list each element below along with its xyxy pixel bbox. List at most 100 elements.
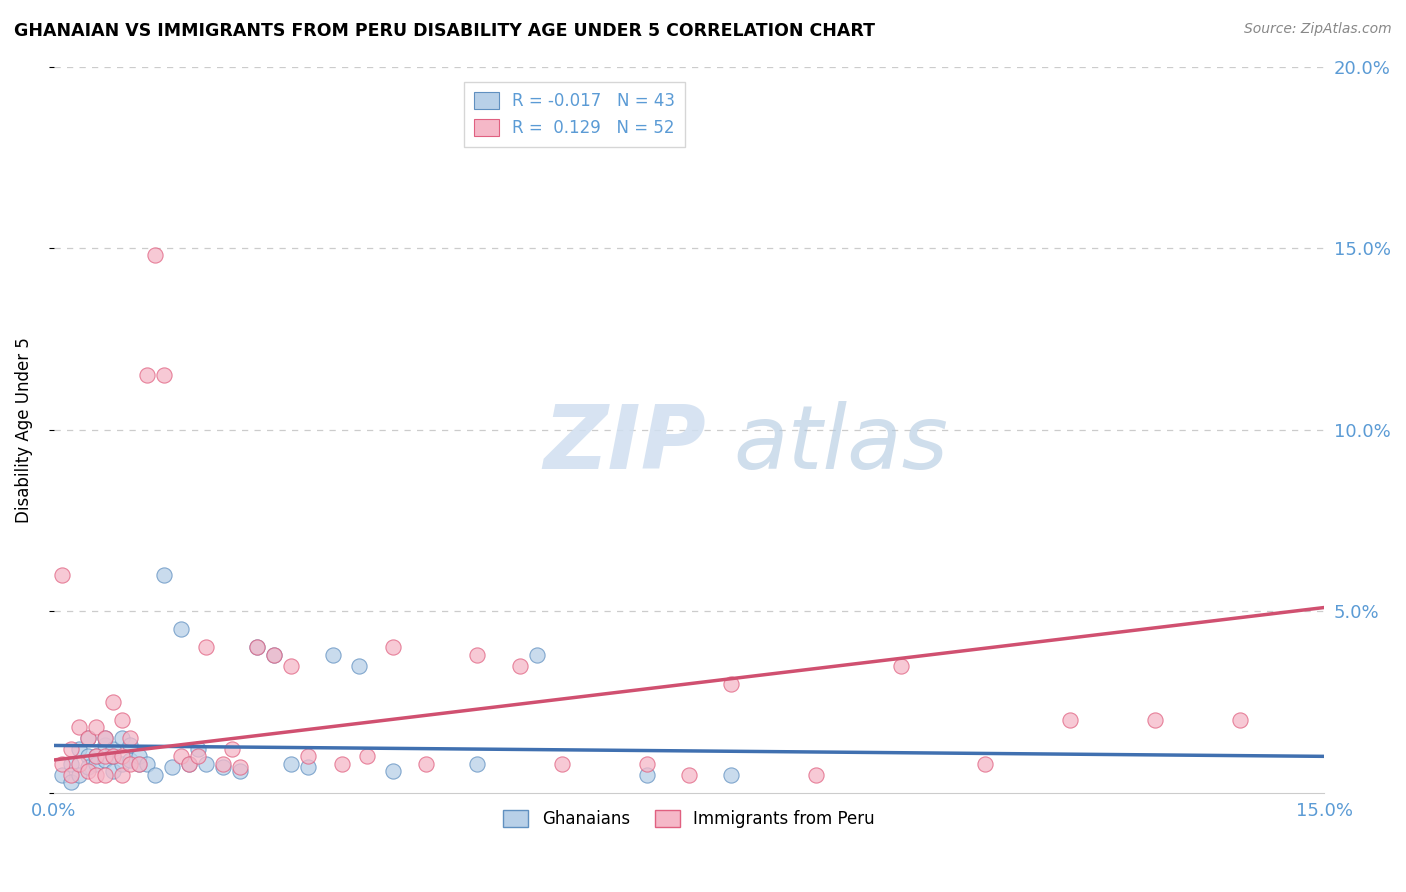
Point (356, 749, 378, 764)
Point (93, 731, 115, 746)
Point (1143, 713, 1166, 727)
Point (110, 731, 132, 746)
Legend: Ghanaians, Immigrants from Peru: Ghanaians, Immigrants from Peru (496, 804, 882, 835)
Point (229, 760, 252, 774)
Point (76, 760, 98, 774)
Point (76, 749, 98, 764)
Point (136, 368, 159, 383)
Point (120, 753, 142, 767)
Point (51, 756, 73, 771)
Point (246, 640, 269, 655)
Point (120, 731, 142, 746)
Point (59, 742, 82, 756)
Point (84, 749, 107, 764)
Point (280, 658, 302, 673)
Point (280, 756, 302, 771)
Point (381, 764, 404, 778)
Point (162, 760, 184, 774)
Point (120, 756, 142, 771)
Point (101, 742, 124, 756)
Point (297, 749, 319, 764)
Point (84, 756, 107, 771)
Point (720, 677, 742, 691)
Point (330, 756, 353, 771)
Point (84, 749, 107, 764)
Point (221, 742, 243, 756)
Point (51, 567, 73, 582)
Point (195, 756, 218, 771)
Point (76, 764, 98, 778)
Point (84, 767, 107, 781)
Text: Source: ZipAtlas.com: Source: ZipAtlas.com (1244, 22, 1392, 37)
Point (322, 648, 344, 662)
Point (101, 749, 124, 764)
Point (67, 756, 90, 771)
Point (720, 767, 742, 781)
Point (93, 731, 115, 746)
Point (110, 713, 132, 727)
Point (67, 720, 90, 734)
Point (59, 774, 82, 789)
Point (678, 767, 700, 781)
Point (804, 767, 827, 781)
Point (120, 739, 142, 753)
Point (1229, 713, 1251, 727)
Point (84, 720, 107, 734)
Point (153, 567, 176, 582)
Point (170, 749, 193, 764)
Point (145, 248, 167, 262)
Point (526, 648, 548, 662)
Point (59, 756, 82, 771)
Point (636, 756, 658, 771)
Point (179, 756, 201, 771)
Point (212, 756, 235, 771)
Point (246, 640, 269, 655)
Point (465, 648, 488, 662)
Point (974, 756, 997, 771)
Point (76, 731, 98, 746)
Point (101, 764, 124, 778)
Point (67, 767, 90, 781)
Point (93, 767, 115, 781)
Point (381, 640, 404, 655)
Text: GHANAIAN VS IMMIGRANTS FROM PERU DISABILITY AGE UNDER 5 CORRELATION CHART: GHANAIAN VS IMMIGRANTS FROM PERU DISABIL… (14, 22, 875, 40)
Point (551, 756, 574, 771)
Text: atlas: atlas (734, 401, 949, 487)
Point (1059, 713, 1081, 727)
Point (509, 658, 531, 673)
Point (67, 742, 90, 756)
Point (890, 658, 912, 673)
Point (195, 640, 218, 655)
Point (59, 767, 82, 781)
Point (128, 749, 150, 764)
Point (128, 756, 150, 771)
Point (101, 749, 124, 764)
Point (263, 648, 285, 662)
Point (51, 767, 73, 781)
Point (93, 749, 115, 764)
Point (187, 749, 209, 764)
Point (110, 767, 132, 781)
Point (212, 760, 235, 774)
Point (170, 622, 193, 636)
Point (187, 742, 209, 756)
Point (76, 731, 98, 746)
Point (263, 648, 285, 662)
Point (465, 756, 488, 771)
Point (93, 739, 115, 753)
Point (347, 658, 370, 673)
Point (297, 760, 319, 774)
Point (136, 756, 159, 771)
Point (145, 767, 167, 781)
Y-axis label: Disability Age Under 5: Disability Age Under 5 (15, 336, 32, 523)
Point (179, 756, 201, 771)
Point (128, 756, 150, 771)
Point (110, 749, 132, 764)
Point (153, 368, 176, 383)
Point (415, 756, 437, 771)
Point (229, 764, 252, 778)
Point (110, 756, 132, 771)
Point (636, 767, 658, 781)
Point (101, 695, 124, 709)
Point (93, 753, 115, 767)
